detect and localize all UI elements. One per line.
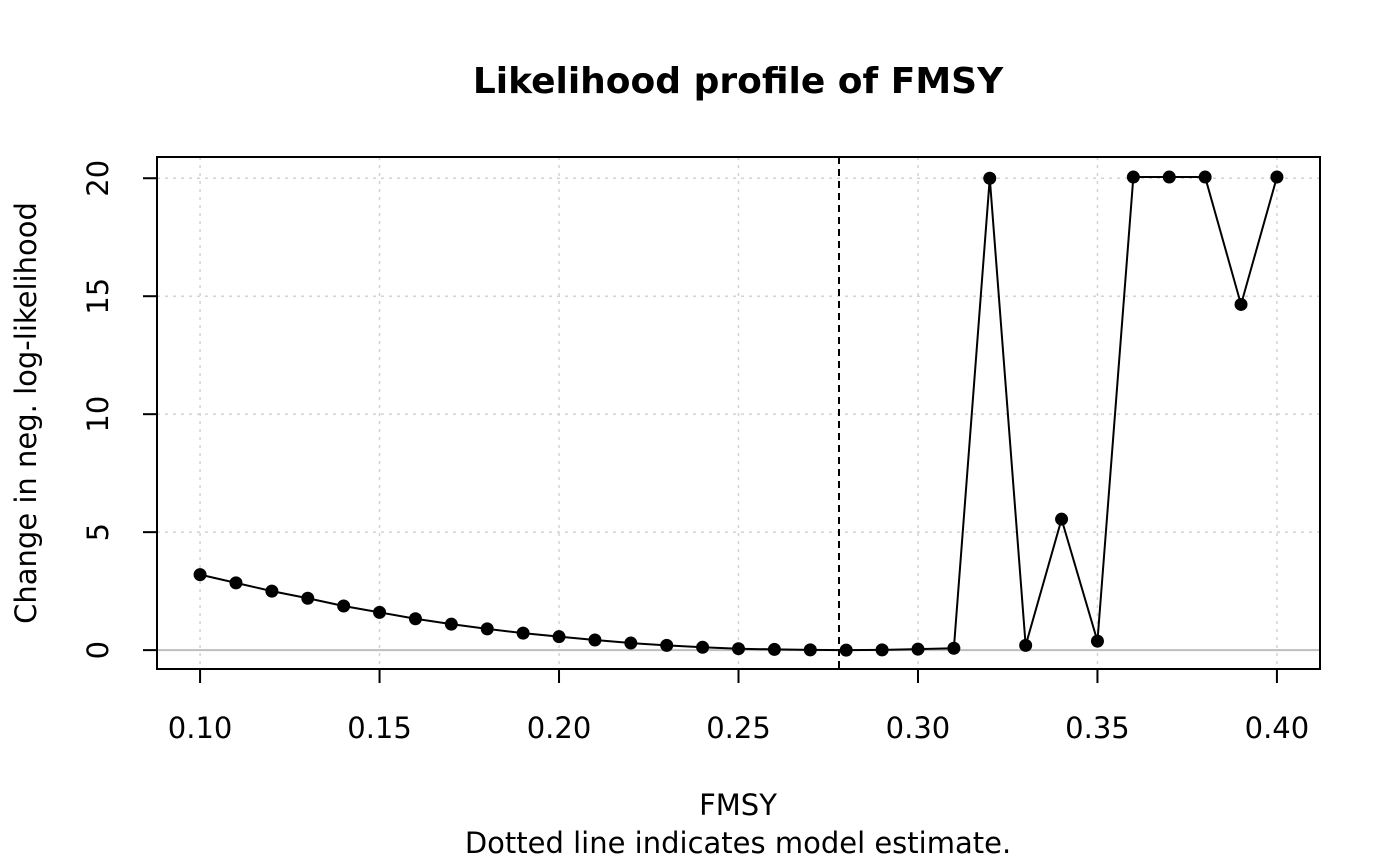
y-tick-label: 20 [81,160,115,197]
data-point [444,617,458,631]
data-point [193,568,207,582]
data-point [373,605,387,619]
data-point [408,612,422,626]
x-axis-label: FMSY [699,788,777,822]
data-point [1198,170,1212,184]
data-point [732,642,745,656]
x-axis: 0.10 0.15 0.20 0.25 0.30 0.35 0.40 [168,668,1310,745]
data-point [1055,512,1069,526]
x-tick-label: 0.10 [168,711,233,745]
x-tick-label: 0.25 [706,711,771,745]
data-point [911,642,925,656]
data-point [660,638,674,652]
x-tick-label: 0.15 [347,711,412,745]
y-axis: 0 5 10 15 20 [81,160,158,659]
data-point [480,622,494,636]
data-point [803,643,817,657]
data-point [1126,170,1140,184]
data-point [337,599,351,613]
data-point [839,643,853,657]
x-tick-label: 0.20 [527,711,592,745]
data-point [875,643,889,657]
y-axis-label: Change in neg. log-likelihood [9,202,43,624]
data-point [696,640,710,654]
chart-subtitle: Dotted line indicates model estimate. [465,826,1011,860]
x-tick-label: 0.35 [1065,711,1130,745]
data-point [767,642,781,656]
data-point [301,591,315,605]
x-tick-label: 0.30 [886,711,951,745]
y-tick-label: 0 [81,641,115,659]
y-tick-label: 15 [81,278,115,315]
y-tick-label: 10 [81,396,115,433]
data-point [229,576,243,590]
data-point [265,584,279,598]
data-point [1162,170,1176,184]
data-point [516,626,530,640]
data-point [1270,170,1284,184]
y-tick-label: 5 [81,523,115,541]
data-point [947,641,961,655]
data-point [1019,638,1033,652]
data-point [983,171,997,185]
x-tick-label: 0.40 [1245,711,1310,745]
grid [157,157,1320,669]
data-point [588,633,602,647]
data-point [624,636,638,650]
data-point [1090,634,1104,648]
data-point [1234,297,1248,311]
chart-title: Likelihood profile of FMSY [473,61,1004,102]
data-point [552,630,566,644]
series-fmsy-profile [193,170,1284,657]
